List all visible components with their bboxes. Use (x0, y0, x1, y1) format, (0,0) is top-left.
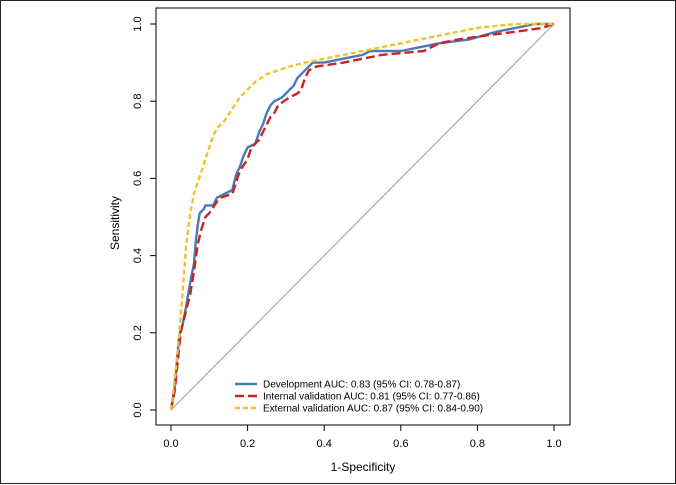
x-axis-title: 1-Specificity (331, 460, 396, 474)
y-axis-title: Sensitivity (108, 196, 122, 250)
y-tick-label: 0.0 (132, 402, 144, 417)
reference-diagonal-line (170, 23, 555, 411)
y-tick-label: 0.8 (132, 94, 144, 109)
legend-label-internal-validation: Internal validation AUC: 0.81 (95% CI: 0… (263, 392, 480, 403)
x-tick-label: 0.8 (470, 438, 485, 450)
series-line-external-validation (169, 22, 554, 411)
x-tick-label: 0.0 (163, 438, 178, 450)
legend: Development AUC: 0.83 (95% CI: 0.78-0.87… (235, 380, 483, 415)
legend-label-development: Development AUC: 0.83 (95% CI: 0.78-0.87… (263, 380, 460, 391)
y-tick-label: 1.0 (132, 16, 144, 31)
legend-label-external-validation: External validation AUC: 0.87 (95% CI: 0… (263, 404, 483, 415)
series-line-development (169, 22, 554, 411)
x-tick-label: 1.0 (546, 438, 561, 450)
x-tick-label: 0.6 (393, 438, 408, 450)
series-layer (169, 22, 555, 411)
series-line-internal-validation (169, 22, 555, 411)
y-tick-label: 0.2 (132, 325, 144, 340)
y-tick-label: 0.6 (132, 171, 144, 186)
axes: 0.0 0.2 0.4 0.6 0.8 1.0 0.0 0.2 0.4 0.6 0.8 1.0 (132, 16, 562, 450)
x-tick-label: 0.2 (240, 438, 255, 450)
y-tick-label: 0.4 (132, 248, 144, 263)
x-tick-label: 0.4 (317, 438, 332, 450)
